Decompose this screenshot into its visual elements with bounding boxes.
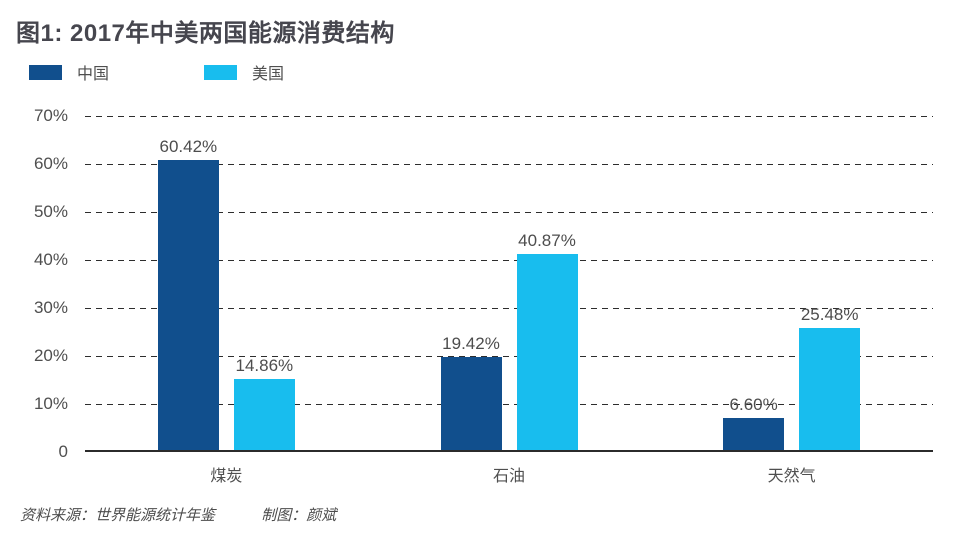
value-label-中国-煤炭: 60.42% (159, 136, 218, 156)
bar-中国-煤炭 (157, 159, 219, 450)
gridline-60 (85, 163, 933, 165)
gridline-20 (85, 355, 933, 357)
value-label-中国-天然气: 6.60% (729, 395, 778, 415)
legend-swatch-usa (204, 64, 238, 80)
bar-美国-石油 (516, 253, 578, 450)
y-tick-label-40: 40% (33, 250, 68, 269)
bar-美国-天然气 (799, 327, 861, 450)
y-tick-label-60: 60% (33, 154, 68, 173)
gridline-40 (85, 259, 933, 261)
x-axis-label-天然气: 天然气 (767, 468, 816, 485)
gridline-30 (85, 307, 933, 309)
legend-label-china: 中国 (77, 66, 110, 83)
chart-title: 图1: 2017年中美两国能源消费结构 (16, 20, 395, 47)
y-tick-label-10: 10% (33, 394, 68, 413)
legend-swatch-china (29, 64, 62, 80)
legend-item-china: 中国 (29, 60, 109, 84)
gridline-10 (85, 403, 933, 405)
value-label-美国-石油: 40.87% (518, 230, 576, 250)
y-tick-label-20: 20% (33, 346, 68, 365)
bar-中国-石油 (440, 356, 502, 450)
legend-item-usa: 美国 (204, 60, 284, 84)
credit-note: 制图：颜斌 (261, 507, 337, 524)
bar-美国-煤炭 (233, 378, 295, 450)
gridline-50 (85, 211, 933, 213)
source-note: 资料来源：世界能源统计年鉴 (20, 507, 216, 524)
x-axis-label-煤炭: 煤炭 (210, 468, 243, 485)
y-tick-label-70: 70% (33, 106, 68, 125)
value-label-美国-天然气: 25.48% (800, 304, 859, 324)
value-label-中国-石油: 19.42% (442, 333, 500, 353)
y-tick-label-0: 0 (58, 442, 68, 461)
y-tick-label-50: 50% (33, 202, 68, 221)
legend-label-usa: 美国 (252, 66, 285, 83)
footer: 资料来源：世界能源统计年鉴 制图：颜斌 (20, 504, 336, 525)
legend: 中国 美国 (29, 60, 284, 84)
value-label-美国-煤炭: 14.86% (235, 355, 294, 375)
bar-中国-天然气 (723, 418, 785, 450)
x-axis-label-石油: 石油 (492, 468, 526, 485)
plot-area: 70% 60% 50% 40% 30% 20% 10% 0 煤炭 60.42% 14.86% 石油 19… (34, 106, 933, 485)
gridline-70 (85, 115, 933, 117)
y-tick-label-30: 30% (33, 298, 68, 317)
